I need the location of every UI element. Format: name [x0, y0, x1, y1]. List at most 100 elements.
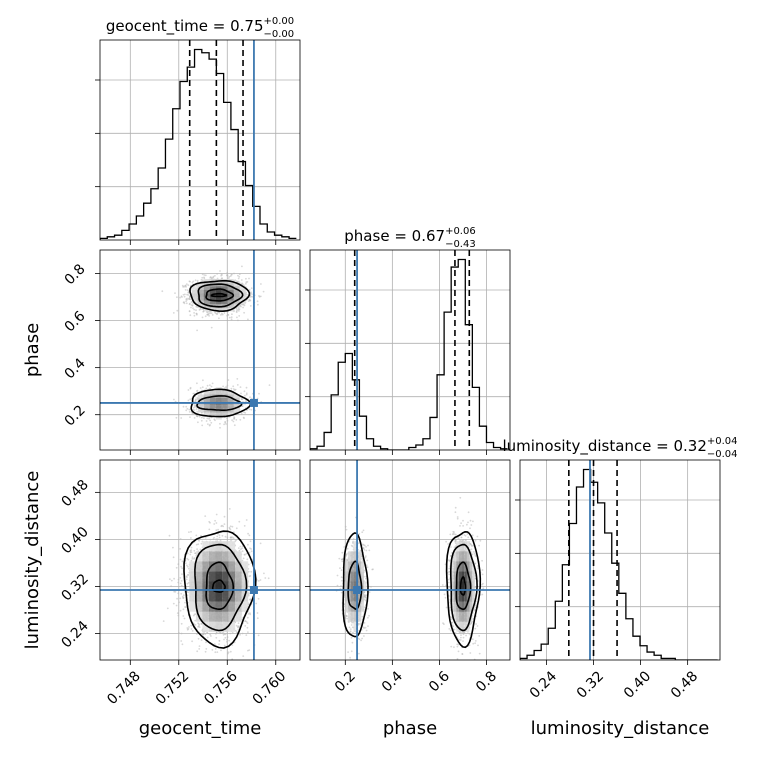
- sample-point: [237, 622, 240, 625]
- sample-point: [228, 639, 231, 642]
- sample-point: [192, 307, 194, 310]
- sample-point: [186, 289, 189, 291]
- sample-point: [186, 565, 189, 568]
- sample-point: [179, 582, 182, 585]
- sample-point: [186, 407, 189, 410]
- sample-point: [188, 310, 191, 313]
- density-cell: [203, 394, 210, 398]
- sample-point: [229, 525, 232, 528]
- sample-point: [258, 392, 260, 395]
- density-cell: [227, 289, 234, 294]
- panel-title-luminosity_distance: luminosity_distance = 0.32+0.04: [502, 436, 737, 456]
- density-cell: [203, 412, 210, 416]
- sample-point: [179, 597, 182, 600]
- sample-point: [219, 270, 221, 272]
- sample-point: [224, 387, 226, 390]
- sample-point: [239, 418, 242, 421]
- sample-point: [243, 390, 246, 393]
- sample-point: [241, 550, 244, 553]
- sample-point: [235, 307, 238, 310]
- sample-point: [237, 319, 239, 322]
- sample-point: [264, 577, 267, 579]
- sample-point: [185, 283, 188, 285]
- sample-point: [222, 633, 225, 636]
- sample-point: [230, 316, 233, 319]
- sample-point: [231, 313, 233, 316]
- hist2d-panel-geocent_time-luminosity_distance: [95, 459, 301, 665]
- density-cell: [239, 286, 246, 290]
- sample-point: [243, 304, 246, 307]
- sample-point: [175, 416, 178, 419]
- sample-point: [202, 379, 204, 382]
- sample-point: [235, 280, 238, 282]
- sample-point: [189, 416, 191, 418]
- sample-point: [213, 523, 216, 525]
- sample-point: [203, 276, 205, 279]
- sample-point: [173, 398, 175, 401]
- sample-point: [216, 312, 219, 315]
- sample-point: [183, 295, 186, 298]
- sample-point: [256, 612, 259, 614]
- sample-point: [181, 643, 184, 646]
- density-cell: [233, 286, 240, 290]
- sample-point: [204, 650, 207, 653]
- sample-point: [234, 629, 237, 632]
- sample-point: [263, 572, 265, 575]
- sample-point: [244, 625, 247, 627]
- sample-point: [226, 274, 229, 276]
- sample-point: [215, 538, 218, 540]
- density-cell: [191, 297, 198, 301]
- sample-point: [205, 648, 208, 650]
- sample-point: [216, 277, 219, 280]
- sample-point: [232, 420, 235, 423]
- sample-point: [179, 558, 182, 561]
- sample-point: [230, 387, 233, 390]
- sample-point: [237, 308, 240, 311]
- sample-point: [200, 623, 203, 625]
- sample-point: [199, 387, 202, 389]
- sample-point: [213, 418, 216, 421]
- sample-point: [250, 291, 252, 294]
- density-cell: [227, 390, 234, 395]
- sample-point: [235, 527, 238, 530]
- sample-point: [190, 628, 193, 630]
- sample-point: [250, 293, 253, 295]
- density-cell: [209, 390, 216, 395]
- sample-point: [258, 295, 260, 297]
- sample-point: [216, 535, 219, 538]
- density-cell: [227, 394, 234, 398]
- sample-point: [189, 314, 192, 317]
- contour-line: [205, 288, 235, 302]
- sample-point: [181, 595, 184, 598]
- sample-point: [187, 567, 190, 570]
- plot-area: [100, 460, 300, 660]
- sample-point: [217, 528, 220, 531]
- sample-point: [222, 385, 225, 388]
- sample-point: [220, 314, 222, 316]
- sample-point: [180, 295, 183, 298]
- density-cell: [203, 286, 210, 290]
- density-cell: [233, 289, 240, 294]
- sample-point: [200, 419, 203, 422]
- sample-point: [231, 273, 233, 276]
- sample-point: [218, 643, 221, 645]
- sample-point: [224, 420, 227, 423]
- sample-point: [209, 419, 212, 422]
- sample-point: [204, 315, 207, 318]
- sample-point: [188, 531, 190, 533]
- sample-point: [205, 420, 208, 422]
- sample-point: [187, 591, 190, 594]
- sample-point: [248, 649, 251, 651]
- sample-point: [238, 520, 241, 523]
- sample-point: [255, 602, 258, 605]
- sample-point: [218, 536, 221, 539]
- sample-point: [202, 279, 204, 282]
- sample-point: [180, 592, 183, 595]
- sample-point: [190, 537, 192, 539]
- sample-point: [229, 632, 232, 635]
- density-cell: [233, 300, 240, 305]
- density-cell: [233, 282, 240, 287]
- sample-point: [206, 636, 209, 639]
- sample-point: [210, 312, 213, 314]
- sample-point: [226, 419, 229, 422]
